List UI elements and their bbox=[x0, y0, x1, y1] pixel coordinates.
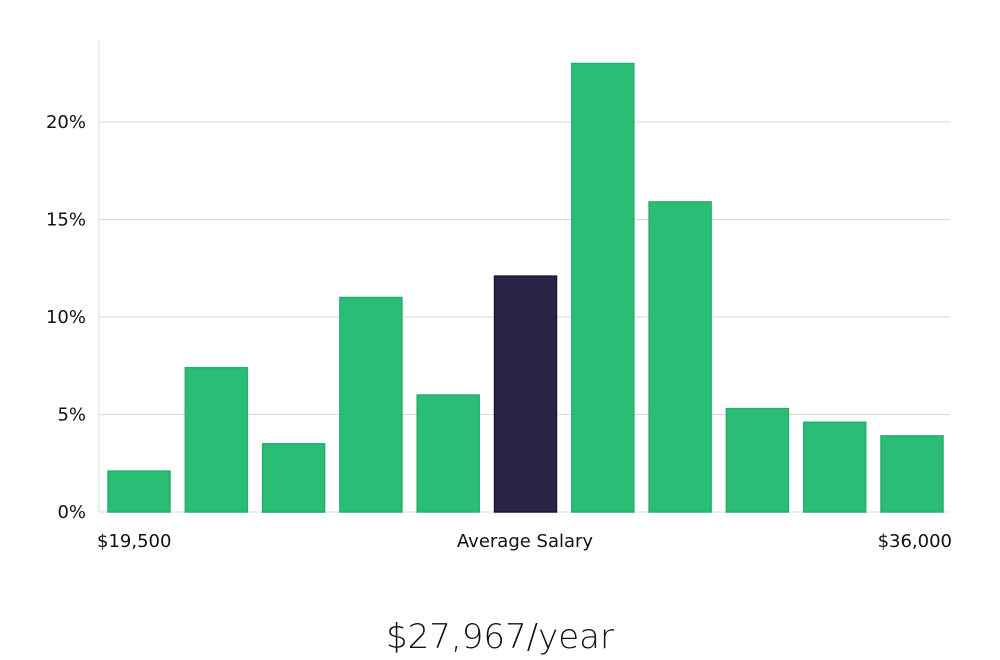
y-tick-label: 0% bbox=[57, 502, 86, 523]
bar-4 bbox=[339, 296, 403, 513]
x-label-min: $19,500 bbox=[97, 531, 171, 552]
bar-8 bbox=[648, 201, 712, 513]
bar-9 bbox=[725, 407, 790, 513]
bars bbox=[107, 62, 944, 513]
x-label-max: $36,000 bbox=[878, 531, 952, 552]
bar-10 bbox=[802, 421, 867, 513]
bar-11 bbox=[880, 435, 944, 513]
bar-2 bbox=[184, 366, 249, 513]
x-label-average: Average Salary bbox=[457, 531, 594, 552]
y-tick-labels: 0% 5% 10% 15% 20% bbox=[46, 112, 86, 523]
y-tick-label: 20% bbox=[46, 112, 86, 133]
y-tick-label: 10% bbox=[46, 307, 86, 328]
bar-average-bin bbox=[493, 275, 558, 513]
bar-5 bbox=[416, 394, 480, 513]
bar-1 bbox=[107, 470, 171, 513]
y-tick-label: 15% bbox=[46, 210, 86, 231]
bar-7 bbox=[571, 62, 635, 513]
bar-3 bbox=[261, 443, 326, 513]
average-salary-value: $27,967/year bbox=[386, 617, 614, 657]
y-tick-label: 5% bbox=[57, 405, 86, 426]
